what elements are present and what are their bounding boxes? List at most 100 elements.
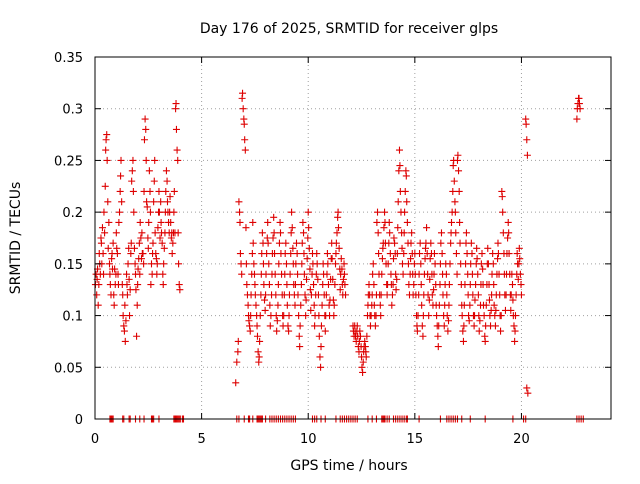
data-point-marker [287, 229, 295, 237]
data-point-marker [284, 322, 292, 330]
data-point-marker [404, 260, 412, 268]
data-point-marker [129, 187, 137, 195]
data-point-marker [236, 208, 244, 216]
data-point-marker [394, 198, 402, 206]
data-point-marker [313, 250, 321, 258]
data-point-marker [109, 239, 117, 247]
data-point-marker [434, 343, 442, 351]
data-point-marker [407, 239, 415, 247]
data-point-marker [168, 250, 176, 258]
data-point-marker [297, 301, 305, 309]
data-point-marker [232, 379, 240, 387]
data-point-marker [410, 281, 418, 289]
data-point-marker [242, 224, 250, 232]
data-point-marker [251, 281, 259, 289]
data-point-marker [497, 327, 505, 335]
data-point-marker [494, 239, 502, 247]
data-point-marker [514, 275, 522, 283]
data-point-marker [153, 270, 161, 278]
data-point-marker [248, 250, 256, 258]
data-point-marker [445, 301, 453, 309]
data-point-marker [322, 291, 330, 299]
data-point-marker [389, 281, 397, 289]
data-point-marker [374, 208, 382, 216]
data-point-marker [454, 151, 462, 159]
data-point-marker [316, 353, 324, 361]
data-point-marker [104, 244, 112, 252]
data-point-marker [507, 306, 515, 314]
data-point-marker [468, 250, 476, 258]
data-point-marker [451, 208, 459, 216]
data-point-marker [377, 312, 385, 320]
data-point-marker [331, 281, 339, 289]
data-point-marker [310, 281, 318, 289]
data-point-marker [113, 250, 121, 258]
data-point-marker [393, 275, 401, 283]
data-point-marker [522, 120, 530, 128]
data-point-marker [277, 229, 285, 237]
data-point-marker [146, 187, 154, 195]
data-point-marker [147, 281, 155, 289]
data-point-marker [137, 255, 145, 263]
data-point-marker [330, 312, 338, 320]
data-point-marker [378, 270, 386, 278]
data-point-marker [328, 255, 336, 263]
data-point-marker [252, 301, 260, 309]
data-point-marker [116, 208, 124, 216]
data-point-marker [166, 193, 174, 201]
data-point-marker [321, 327, 329, 335]
x-tick-label: 20 [513, 432, 530, 447]
data-point-marker [402, 172, 410, 180]
data-point-marker [417, 260, 425, 268]
data-point-marker [131, 260, 139, 268]
data-point-marker [285, 327, 293, 335]
data-point-marker [446, 260, 454, 268]
data-point-marker [504, 234, 512, 242]
data-point-marker [318, 301, 326, 309]
points-layer [91, 89, 587, 423]
data-point-marker [505, 229, 513, 237]
data-point-marker [455, 167, 463, 175]
data-point-marker [302, 312, 310, 320]
data-point-marker [273, 317, 281, 325]
data-point-marker [282, 260, 290, 268]
data-point-marker [130, 208, 138, 216]
data-point-marker [440, 322, 448, 330]
data-point-marker [313, 260, 321, 268]
data-point-marker [523, 151, 531, 159]
data-point-marker [124, 260, 132, 268]
data-point-marker [362, 353, 370, 361]
data-point-marker [515, 260, 523, 268]
data-point-marker [413, 327, 421, 335]
data-point-marker [294, 291, 302, 299]
data-point-marker [174, 156, 182, 164]
data-point-marker [417, 281, 425, 289]
data-point-marker [152, 250, 160, 258]
data-point-marker [335, 244, 343, 252]
data-point-marker [238, 270, 246, 278]
data-point-marker [236, 218, 244, 226]
data-point-marker [276, 218, 284, 226]
data-point-marker [391, 239, 399, 247]
data-point-marker [95, 281, 103, 289]
data-point-marker [176, 286, 184, 294]
data-point-marker [491, 322, 499, 330]
data-point-marker [163, 177, 171, 185]
data-point-marker [473, 255, 481, 263]
data-point-marker [269, 234, 277, 242]
data-point-marker [400, 250, 408, 258]
data-point-marker [442, 270, 450, 278]
data-point-marker [287, 250, 295, 258]
data-point-marker [426, 255, 434, 263]
data-point-marker [477, 260, 485, 268]
data-point-marker [173, 146, 181, 154]
data-point-marker [94, 301, 102, 309]
data-point-marker [338, 265, 346, 273]
data-point-marker [388, 291, 396, 299]
data-point-marker [239, 89, 247, 97]
data-point-marker [291, 281, 299, 289]
data-point-marker [315, 312, 323, 320]
data-point-marker [305, 224, 313, 232]
data-point-marker [356, 327, 364, 335]
data-point-marker [449, 187, 457, 195]
